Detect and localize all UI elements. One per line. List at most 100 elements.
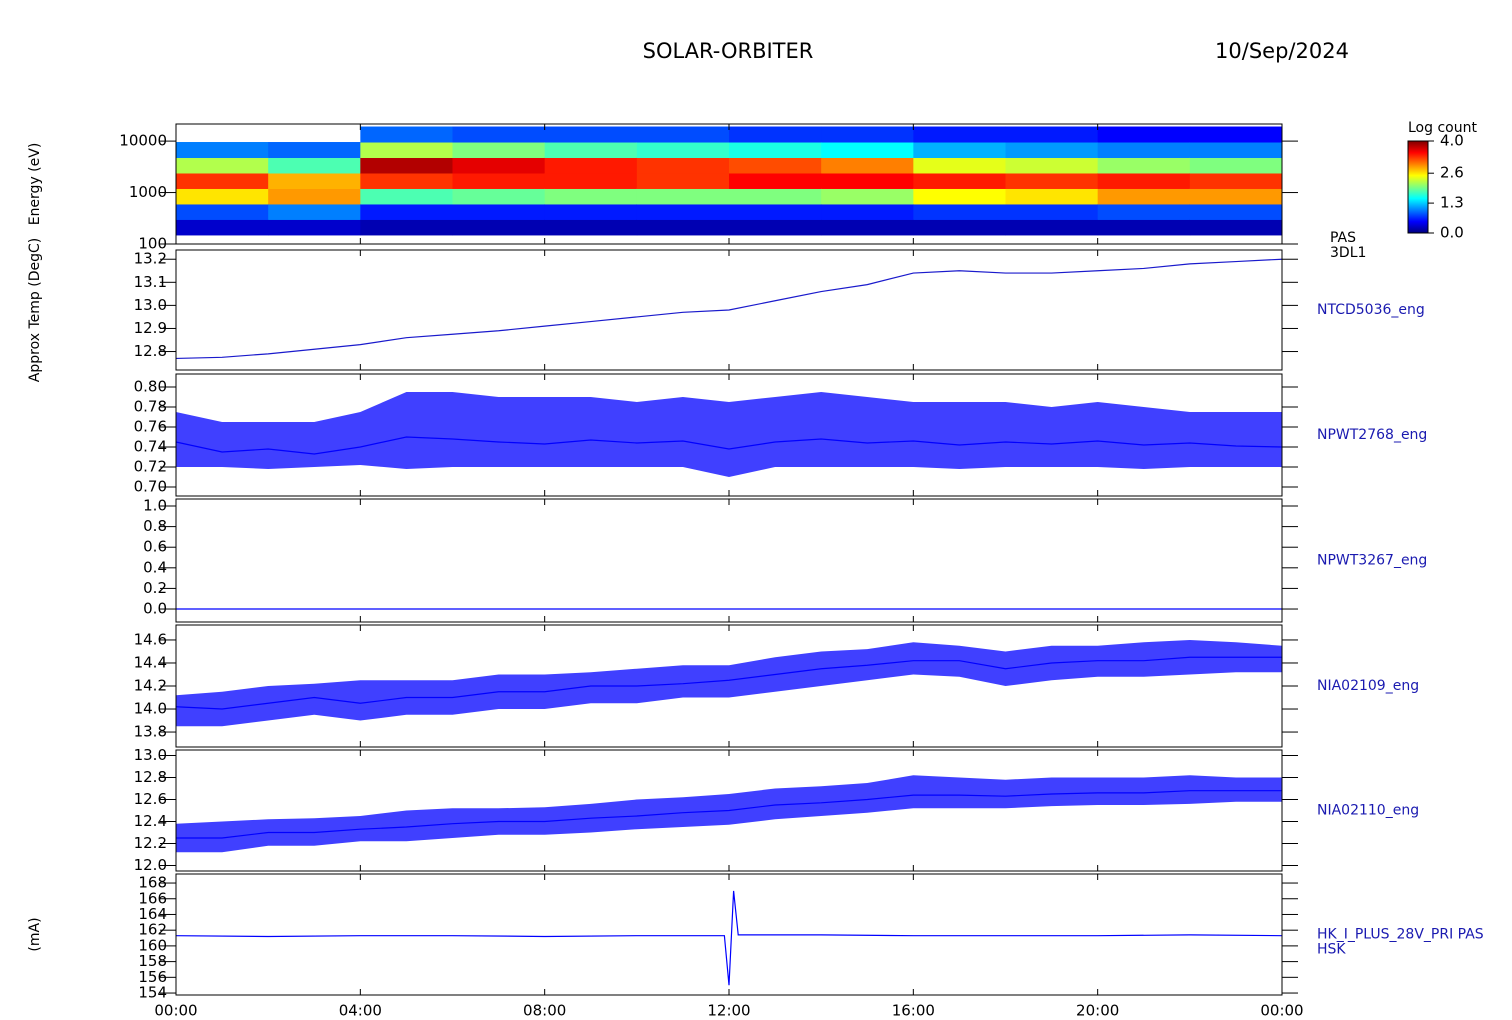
- y-tick-label: 14.2: [134, 677, 167, 695]
- heat-cell: [176, 219, 269, 236]
- heat-cell: [452, 126, 546, 143]
- y-tick-label: 13.0: [134, 296, 167, 314]
- series-label: HK_I_PLUS_28V_PRI PAS: [1317, 927, 1484, 943]
- x-tick-label: 16:00: [892, 1002, 935, 1020]
- heat-cell: [1005, 188, 1099, 205]
- y-tick-label: 162: [138, 921, 167, 939]
- heat-cell: [1097, 172, 1191, 189]
- heat-cell: [729, 157, 822, 174]
- heat-cell: [1005, 219, 1099, 236]
- heat-cell: [360, 126, 453, 143]
- colorbar-label: 4.0: [1440, 132, 1464, 150]
- date: 10/Sep/2024: [1215, 39, 1349, 63]
- panel: [176, 126, 1283, 236]
- colorbar-title: Log count: [1408, 120, 1477, 136]
- heat-cell: [636, 172, 730, 189]
- heat-cell: [268, 157, 361, 174]
- y-tick-label: 14.4: [134, 653, 167, 671]
- heat-cell: [821, 203, 914, 220]
- noise-band: [176, 639, 1282, 727]
- heat-cell: [452, 203, 546, 220]
- y-tick-label: 168: [138, 874, 167, 892]
- heat-cell: [636, 203, 730, 220]
- heat-cell: [729, 126, 822, 143]
- heat-cell: [360, 157, 453, 174]
- panel: [175, 258, 1283, 360]
- heat-cell: [1189, 172, 1283, 189]
- heat-cell: [268, 142, 361, 159]
- y-tick-label: 13.1: [134, 273, 167, 291]
- panel: [176, 775, 1282, 853]
- series-label: NPWT2768_eng: [1317, 427, 1427, 443]
- heat-cell: [1005, 126, 1099, 143]
- y-tick-label: 14.6: [134, 630, 167, 648]
- heat-cell: [1097, 142, 1191, 159]
- heat-cell: [821, 188, 914, 205]
- y-tick-label: 14.0: [134, 700, 167, 718]
- colorbar-label: 1.3: [1440, 194, 1464, 212]
- y-tick-label: 156: [138, 968, 167, 986]
- x-tick-label: 20:00: [1076, 1002, 1119, 1020]
- heat-cell: [268, 203, 361, 220]
- y-tick-label: 1000: [129, 183, 167, 201]
- heat-cell: [360, 188, 453, 205]
- heat-cell: [452, 188, 546, 205]
- colorbar: [1407, 140, 1429, 234]
- y-tick-label: 13.0: [134, 746, 167, 764]
- heat-cell: [636, 188, 730, 205]
- heat-cell: [821, 219, 914, 236]
- y-axis-label: Energy (eV): [27, 143, 43, 226]
- series-line: [175, 656, 1282, 710]
- y-axis-label: Approx Temp (DegC): [27, 238, 43, 382]
- heat-cell: [636, 126, 730, 143]
- series-line: [176, 790, 1282, 839]
- heat-cell: [360, 203, 453, 220]
- heat-cell: [913, 126, 1006, 143]
- y-tick-label: 0.74: [134, 438, 167, 456]
- heat-cell: [452, 157, 546, 174]
- heat-cell: [913, 157, 1006, 174]
- chart-title: SOLAR-ORBITER: [643, 39, 814, 63]
- heat-cell: [1097, 203, 1191, 220]
- y-tick-label: 12.8: [134, 768, 167, 786]
- y-axis-label: (mA): [27, 917, 43, 951]
- y-tick-label: 1.0: [143, 497, 167, 515]
- y-tick-label: 164: [138, 905, 167, 923]
- y-tick-label: 0.2: [143, 579, 167, 597]
- panel: [175, 639, 1282, 727]
- heat-cell: [1097, 157, 1191, 174]
- heat-cell: [176, 203, 269, 220]
- y-tick-label: 12.6: [134, 790, 167, 808]
- heat-cell: [729, 172, 822, 189]
- heat-cell: [544, 188, 638, 205]
- heat-cell: [636, 219, 730, 236]
- heat-cell: [544, 126, 638, 143]
- heat-cell: [729, 142, 822, 159]
- heat-cell: [821, 142, 914, 159]
- heat-cell: [1189, 219, 1283, 236]
- x-tick-label: 00:00: [154, 1002, 197, 1020]
- heat-cell: [452, 219, 546, 236]
- heat-cell: [729, 203, 822, 220]
- colorbar-label: 2.6: [1440, 164, 1464, 182]
- y-tick-label: 13.8: [134, 723, 167, 741]
- y-tick-label: 154: [138, 984, 167, 1002]
- x-tick-label: 12:00: [707, 1002, 750, 1020]
- heat-cell: [360, 142, 453, 159]
- heat-cell: [360, 172, 453, 189]
- heat-cell: [1097, 126, 1191, 143]
- colorbar-label: 0.0: [1440, 224, 1464, 242]
- heat-cell: [821, 126, 914, 143]
- y-tick-label: 0.78: [134, 398, 167, 416]
- y-tick-label: 166: [138, 889, 167, 907]
- heat-cell: [268, 172, 361, 189]
- heat-cell: [452, 172, 546, 189]
- y-tick-label: 158: [138, 952, 167, 970]
- y-tick-label: 12.4: [134, 812, 167, 830]
- heat-cell: [176, 172, 269, 189]
- y-tick-label: 0.80: [134, 378, 167, 396]
- y-tick-label: 12.9: [134, 319, 167, 337]
- heat-cell: [268, 219, 361, 236]
- heat-cell: [1005, 157, 1099, 174]
